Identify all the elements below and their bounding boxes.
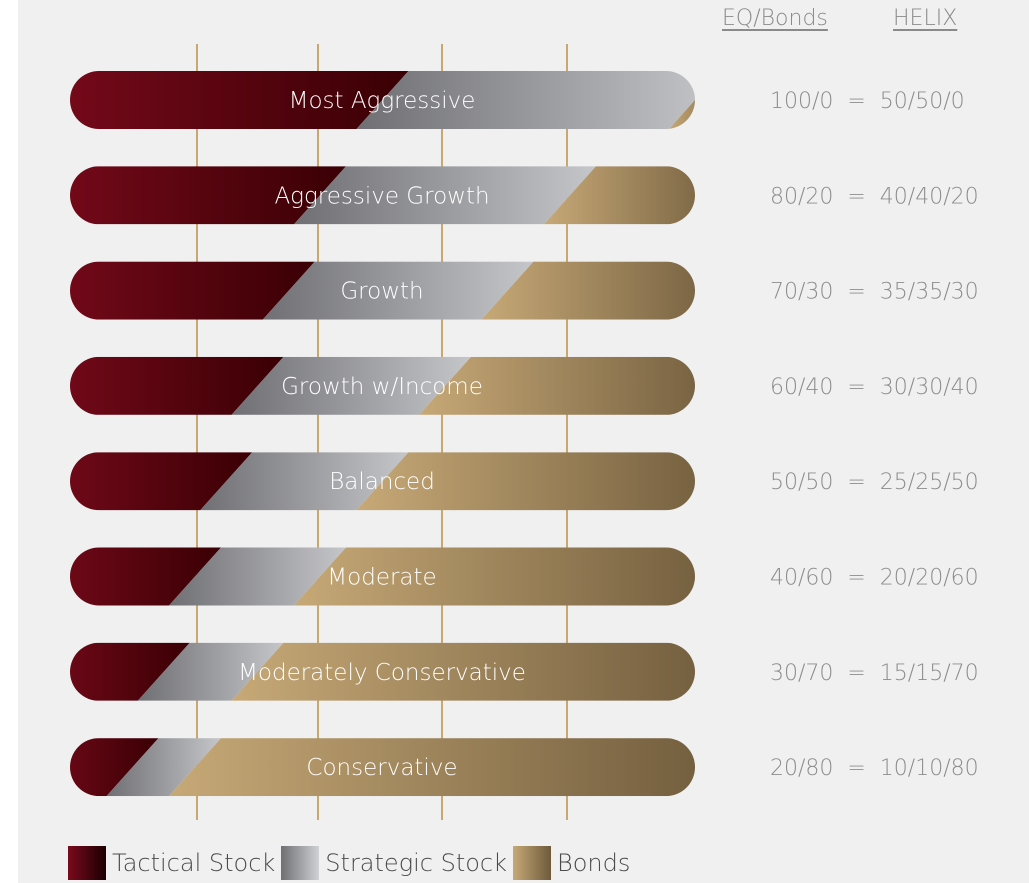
legend-item-tactical: Tactical Stock [68, 846, 275, 880]
allocation-annotation: 30/70 = 15/15/70 [770, 661, 979, 686]
bonds-segment [356, 452, 695, 511]
strategic-stock-swatch [281, 846, 320, 880]
bonds-segment [419, 356, 695, 415]
allocation-bar [70, 356, 695, 415]
bonds-segment [544, 166, 695, 225]
tactical-stock-segment [70, 738, 159, 797]
strategic-stock-segment [356, 71, 695, 129]
category-label: Balanced [329, 469, 435, 495]
tactical-stock-segment [70, 261, 315, 320]
chart-panel [18, 0, 1029, 883]
legend-label-bonds: Bonds [557, 849, 631, 877]
strategic-stock-segment [137, 642, 284, 701]
category-label: Moderately Conservative [238, 660, 526, 686]
bonds-segment [669, 71, 695, 129]
strategic-stock-segment [231, 356, 471, 415]
category-label: Growth [340, 279, 423, 305]
tactical-stock-segment [70, 71, 409, 129]
allocation-bar [70, 547, 695, 606]
allocation-annotation: 60/40 = 30/30/40 [770, 375, 979, 400]
strategic-stock-segment [169, 547, 346, 606]
allocation-bar [70, 642, 695, 701]
tactical-stock-segment [70, 452, 253, 511]
allocation-annotation: 100/0 = 50/50/0 [770, 89, 965, 114]
legend-label-strategic: Strategic Stock [325, 849, 508, 877]
legend: Tactical Stock Strategic Stock Bonds [68, 846, 636, 880]
category-label: Most Aggressive [289, 88, 476, 114]
tactical-stock-segment [70, 356, 284, 415]
category-label: Conservative [306, 755, 457, 781]
legend-label-tactical: Tactical Stock [112, 849, 276, 877]
bonds-segment [231, 642, 695, 701]
tactical-stock-segment [70, 166, 346, 225]
strategic-stock-segment [106, 738, 221, 797]
allocation-annotation: 80/20 = 40/40/20 [770, 184, 979, 209]
bonds-segment [169, 738, 695, 797]
category-label: Growth w/Income [281, 374, 483, 400]
eq-bonds-header: EQ/Bonds [722, 6, 828, 31]
bonds-segment [294, 547, 695, 606]
bonds-swatch [513, 846, 552, 880]
allocation-bar [70, 738, 695, 797]
allocation-annotation: 70/30 = 35/35/30 [770, 280, 979, 305]
strategic-stock-segment [294, 166, 596, 225]
allocation-annotation: 20/80 = 10/10/80 [770, 756, 979, 781]
category-label: Aggressive Growth [274, 183, 489, 209]
allocation-bar [70, 261, 695, 320]
allocation-annotation: 40/60 = 20/20/60 [770, 566, 979, 591]
tactical-stock-segment [70, 642, 190, 701]
allocation-bar [70, 452, 695, 511]
category-label: Moderate [327, 565, 436, 591]
legend-item-bonds: Bonds [513, 846, 630, 880]
bonds-segment [481, 261, 695, 320]
strategic-stock-segment [200, 452, 409, 511]
tactical-stock-swatch [68, 846, 106, 880]
allocation-bar [70, 71, 695, 129]
helix-header: HELIX [893, 6, 958, 31]
tactical-stock-segment [70, 547, 221, 606]
legend-item-strategic: Strategic Stock [281, 846, 507, 880]
strategic-stock-segment [262, 261, 534, 320]
allocation-bar [70, 166, 695, 225]
allocation-annotation: 50/50 = 25/25/50 [770, 470, 979, 495]
